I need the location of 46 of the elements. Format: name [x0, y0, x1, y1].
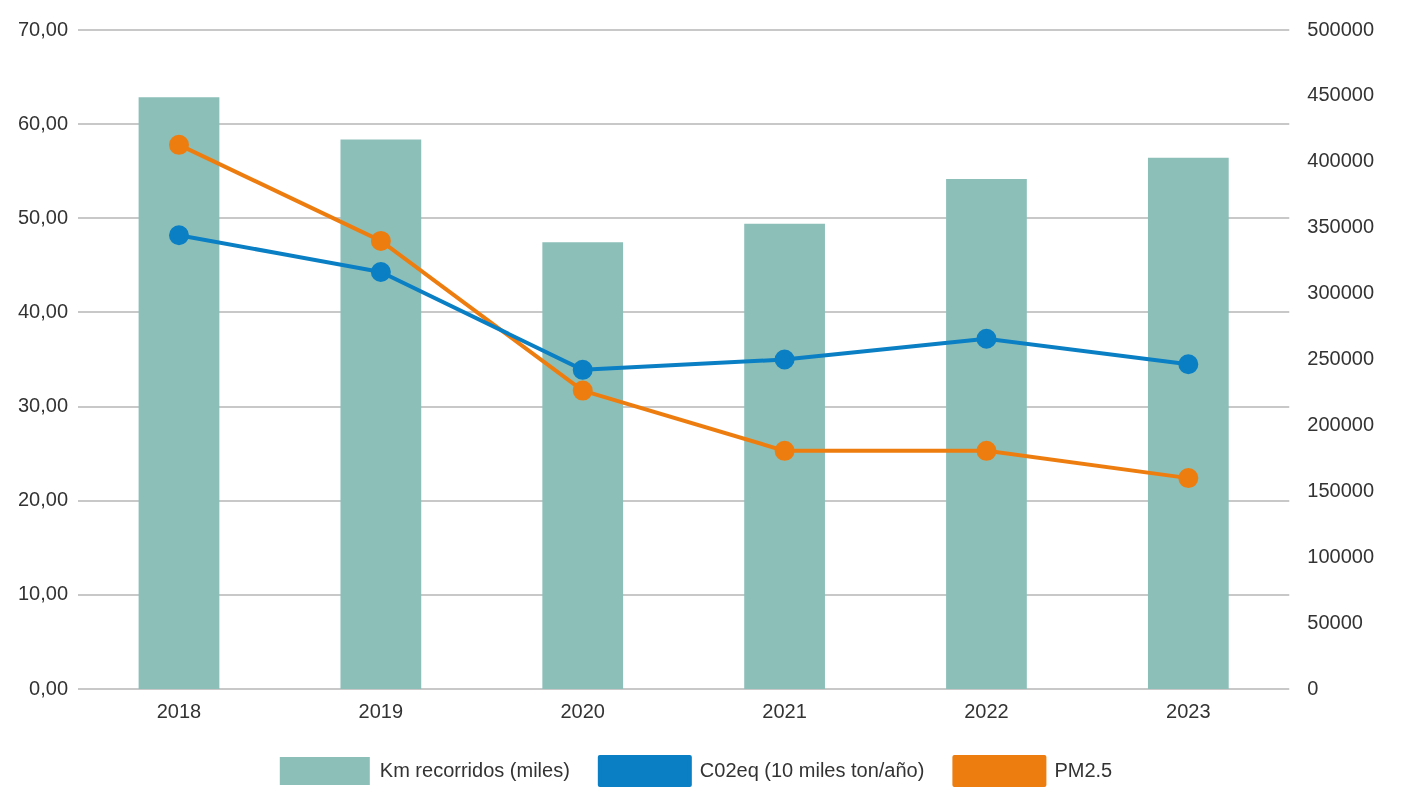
y2-tick-label: 350000 — [1307, 215, 1375, 238]
point — [168, 134, 189, 155]
y2-tick-label: 100000 — [1307, 544, 1375, 567]
y2-tick-label: 150000 — [1307, 478, 1375, 501]
legend-label: Km recorridos (miles) — [379, 758, 570, 781]
point — [572, 380, 593, 401]
y-tick-label: 0,00 — [29, 676, 69, 699]
legend-label: PM2.5 — [1054, 758, 1113, 781]
bar — [744, 223, 825, 689]
bar — [340, 139, 422, 689]
x-tick-label: 2020 — [560, 699, 605, 722]
x-tick-label: 2022 — [964, 699, 1009, 722]
x-tick-label: 2023 — [1166, 699, 1211, 722]
y2-tick-label: 450000 — [1307, 83, 1375, 106]
bar — [542, 242, 624, 689]
point — [774, 349, 795, 370]
y-tick-label: 10,00 — [17, 582, 69, 605]
y-tick-label: 60,00 — [17, 111, 69, 134]
point — [1178, 354, 1199, 375]
point — [168, 225, 189, 246]
y2-tick-label: 0 — [1307, 676, 1319, 699]
x-tick-label: 2019 — [358, 699, 404, 722]
x-tick-label: 2018 — [156, 699, 202, 722]
y-tick-label: 40,00 — [17, 299, 69, 322]
y-tick-label: 20,00 — [17, 488, 69, 511]
bar — [1147, 157, 1229, 689]
y2-tick-label: 400000 — [1307, 149, 1375, 172]
x-tick-label: 2021 — [762, 699, 807, 722]
y-tick-label: 50,00 — [17, 205, 69, 228]
point — [976, 440, 997, 461]
bar — [946, 178, 1027, 689]
legend-label: C02eq (10 miles ton/año) — [699, 758, 925, 781]
point — [370, 261, 391, 282]
y2-tick-label: 50000 — [1307, 610, 1363, 633]
bar — [138, 97, 220, 689]
point — [1178, 468, 1199, 489]
point — [976, 328, 997, 349]
y-tick-label: 70,00 — [17, 17, 69, 40]
y2-tick-label: 250000 — [1307, 347, 1375, 370]
point — [774, 440, 795, 461]
y2-tick-label: 300000 — [1307, 281, 1375, 304]
y2-tick-label: 200000 — [1307, 412, 1375, 435]
y2-tick-label: 500000 — [1307, 17, 1375, 40]
point — [572, 359, 593, 380]
point — [370, 230, 391, 251]
y-tick-label: 30,00 — [17, 394, 69, 417]
